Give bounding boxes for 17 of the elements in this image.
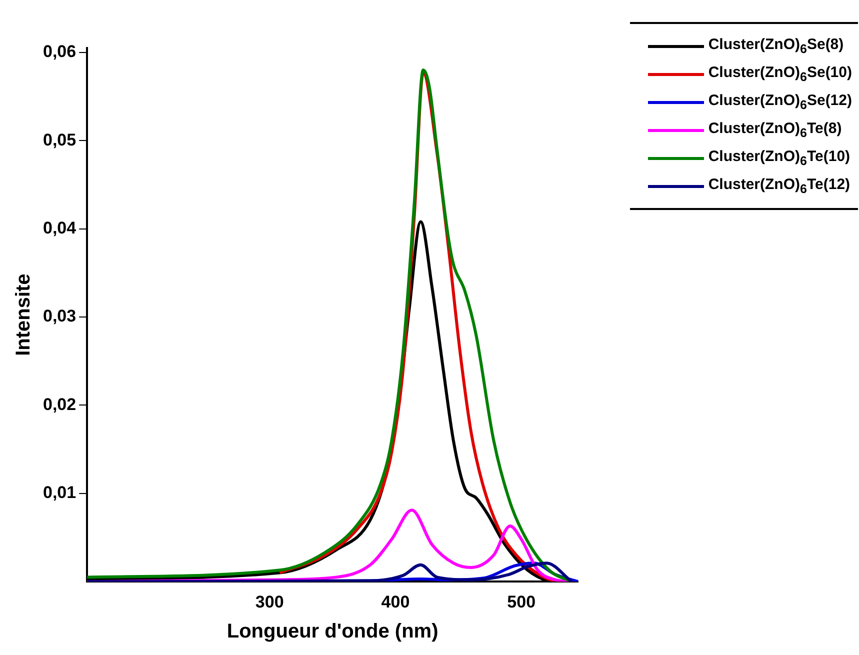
legend-label: Cluster(ZnO)$_{6}$Se(8) [708, 36, 844, 56]
y-axis-title: Intensite [12, 274, 35, 356]
x-axis-title: Longueur d'onde (nm) [226, 620, 438, 643]
x-tick-label: 500 [507, 592, 536, 612]
y-tick-label: 0,01 [42, 483, 76, 502]
y-tick-label: 0,02 [42, 394, 76, 414]
x-tick-label: 300 [255, 592, 284, 612]
y-tick-label: 0,05 [42, 130, 76, 150]
legend-label: Cluster(ZnO)$_{6}$Te(10) [708, 148, 850, 168]
y-tick-label: 0,04 [42, 218, 77, 238]
x-tick-label: 400 [381, 592, 410, 612]
legend-label: Cluster(ZnO)$_{6}$Te(8) [708, 120, 842, 140]
legend-label: Cluster(ZnO)$_{6}$Se(10) [708, 64, 852, 84]
y-tick-label: 0,06 [42, 42, 76, 62]
legend-label: Cluster(ZnO)$_{6}$Se(12) [708, 92, 852, 112]
y-tick-label: 0,03 [42, 306, 76, 326]
legend-label: Cluster(ZnO)$_{6}$Te(12) [708, 176, 850, 196]
